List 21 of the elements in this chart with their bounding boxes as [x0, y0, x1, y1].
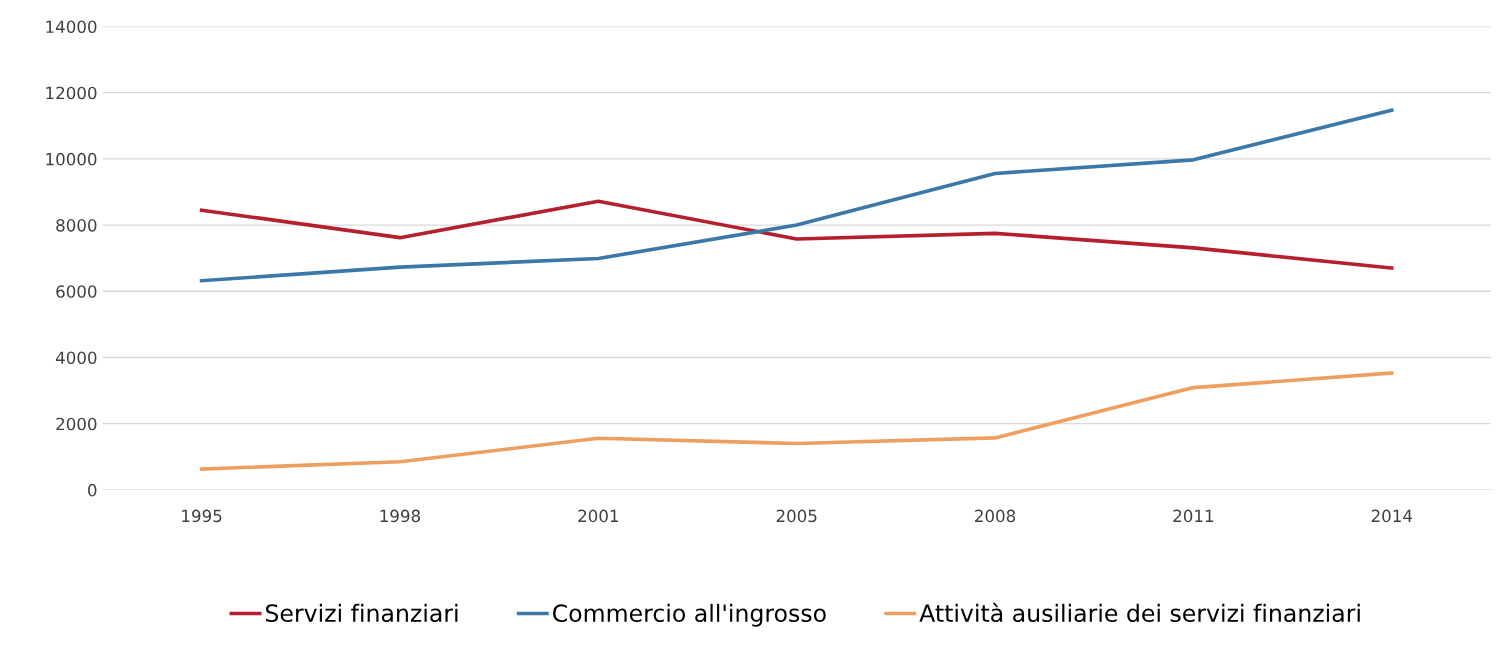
x-tick-label: 2005: [776, 509, 817, 523]
x-tick-label: 2014: [1371, 509, 1413, 523]
line-series: [199, 199, 1394, 270]
x-tick-label: 2008: [975, 509, 1016, 523]
y-tick-label: 0: [88, 483, 97, 497]
x-tick-label: 1998: [380, 509, 421, 523]
legend-label: Attività ausiliarie dei servizi finanziari: [919, 602, 1360, 623]
y-tick-label: 10000: [46, 152, 97, 166]
line-series: [199, 371, 1394, 471]
y-tick-label: 2000: [56, 417, 97, 431]
y-tick-label: 14000: [46, 20, 97, 34]
y-tick-label: 4000: [55, 351, 97, 365]
x-tick-label: 1995: [182, 509, 222, 523]
x-tick-label: 2001: [578, 509, 618, 523]
line-series: [199, 108, 1394, 283]
y-tick-label: 6000: [56, 285, 97, 298]
y-tick-label: 12000: [46, 86, 97, 100]
y-tick-label: 8000: [56, 219, 97, 232]
legend-label: Commercio all'ingrosso: [553, 603, 826, 627]
x-tick-label: 2011: [1173, 509, 1214, 523]
legend-label: Servizi finanziari: [265, 603, 458, 623]
